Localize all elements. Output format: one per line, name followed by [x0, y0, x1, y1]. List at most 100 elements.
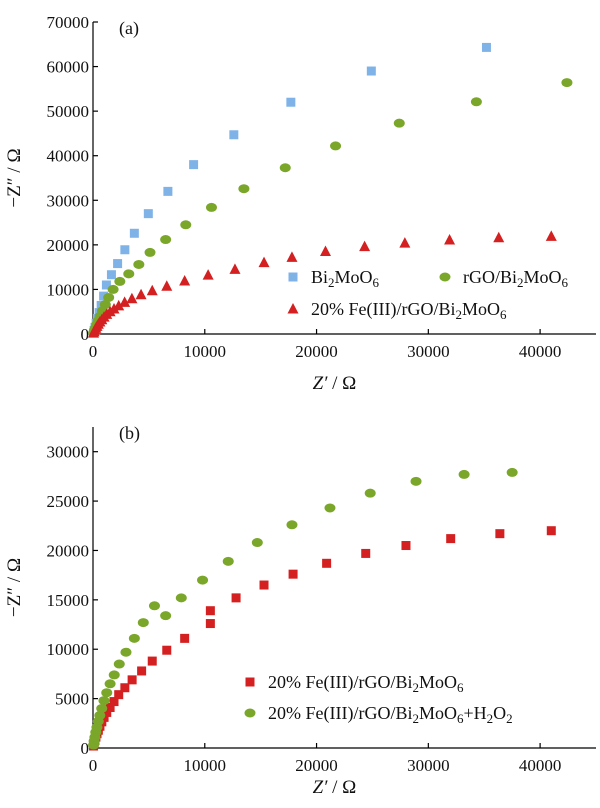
data-point	[205, 606, 215, 616]
data-point	[133, 259, 145, 269]
x-tick-label: 40000	[519, 756, 562, 775]
y-tick-label: 25000	[47, 492, 90, 511]
data-point	[137, 618, 149, 628]
data-point	[109, 697, 119, 707]
data-point	[127, 675, 137, 685]
legend: Bi2MoO6 rGO/Bi2MoO6 20% Fe(III)/rGO/Bi2MoO…	[287, 267, 569, 322]
legend-marker	[439, 272, 451, 282]
data-point	[103, 292, 115, 302]
data-point	[288, 569, 298, 579]
data-point	[175, 593, 187, 603]
data-point	[147, 656, 157, 666]
data-point	[205, 202, 217, 212]
data-point	[222, 556, 234, 566]
y-tick-label: 30000	[47, 191, 90, 210]
data-point	[330, 141, 342, 151]
data-point	[94, 710, 106, 720]
series-2	[88, 230, 557, 338]
data-point	[137, 666, 147, 676]
data-point	[470, 97, 482, 107]
data-point	[286, 251, 298, 262]
data-point	[361, 548, 371, 558]
data-point	[545, 230, 557, 241]
data-point	[148, 601, 160, 611]
data-point	[364, 488, 376, 498]
data-point	[128, 633, 140, 643]
data-point	[258, 256, 270, 268]
x-axis-title: Z′ / Ω	[313, 373, 357, 394]
y-tick-label: 60000	[47, 58, 90, 77]
data-point	[229, 130, 239, 140]
x-tick-label: 30000	[407, 756, 450, 775]
data-point	[506, 467, 518, 477]
data-point	[101, 688, 113, 698]
legend-label: Bi2MoO6	[311, 267, 380, 290]
x-tick-label: 20000	[295, 756, 338, 775]
data-point	[231, 593, 241, 603]
legend-marker	[245, 677, 255, 687]
y-tick-label: 50000	[47, 102, 90, 121]
data-point	[98, 696, 110, 706]
data-point	[251, 538, 263, 548]
y-tick-label: 70000	[47, 13, 90, 32]
y-tick-label: 10000	[47, 640, 90, 659]
legend-label: rGO/Bi2MoO6	[463, 267, 569, 290]
legend-marker	[287, 303, 299, 314]
data-point	[322, 558, 332, 568]
data-point	[113, 259, 123, 269]
legend-label: 20% Fe(III)/rGO/Bi2MoO6	[311, 299, 507, 322]
data-point	[162, 645, 172, 655]
data-point	[146, 284, 158, 296]
legend: 20% Fe(III)/rGO/Bi2MoO6 20% Fe(III)/rGO/B…	[244, 672, 513, 726]
data-point	[319, 245, 331, 257]
data-point	[120, 683, 130, 693]
data-point	[163, 186, 173, 196]
y-tick-label: 15000	[47, 591, 90, 610]
data-point	[129, 228, 139, 238]
data-point	[126, 292, 138, 304]
data-point	[202, 269, 214, 280]
data-point	[279, 163, 291, 173]
panel-label: (a)	[119, 18, 139, 39]
data-point	[123, 269, 135, 279]
x-tick-label: 40000	[519, 342, 562, 361]
y-axis-title: −Z″ / Ω	[4, 558, 25, 617]
data-point	[108, 303, 120, 314]
data-point	[161, 280, 173, 291]
y-tick-label: 20000	[47, 236, 90, 255]
legend-label: 20% Fe(III)/rGO/Bi2MoO6+H2O2	[268, 703, 513, 726]
data-point	[144, 247, 156, 257]
data-point	[120, 245, 130, 255]
data-point	[444, 233, 456, 245]
data-point	[493, 231, 505, 243]
data-point	[105, 703, 115, 713]
y-tick-label: 30000	[47, 443, 90, 462]
data-point	[324, 503, 336, 513]
data-point	[180, 633, 190, 643]
y-tick-label: 20000	[47, 541, 90, 560]
data-point	[102, 707, 112, 717]
data-point	[108, 670, 120, 680]
data-point	[189, 160, 199, 170]
data-point	[495, 529, 505, 539]
data-point	[446, 534, 456, 544]
data-point	[399, 237, 411, 248]
panel-a: 0 10000 20000 30000 40000 50000 60000 70000 0 100…	[4, 13, 596, 394]
series-1	[88, 467, 518, 750]
panel-b: 0 5000 10000 15000 20000 25000 30000 0 10000 2000…	[4, 423, 596, 798]
data-point	[286, 97, 296, 107]
data-point	[104, 679, 116, 689]
data-point	[481, 42, 491, 52]
data-point	[546, 526, 556, 536]
y-tick-label: 40000	[47, 147, 90, 166]
x-tick-label: 20000	[295, 342, 338, 361]
data-point	[114, 276, 126, 286]
x-tick-label: 0	[89, 756, 98, 775]
y-tick-label: 10000	[47, 280, 90, 299]
data-point	[96, 703, 108, 713]
data-point	[229, 263, 241, 274]
data-point	[401, 541, 411, 551]
data-point	[179, 274, 191, 286]
data-point	[99, 300, 111, 310]
